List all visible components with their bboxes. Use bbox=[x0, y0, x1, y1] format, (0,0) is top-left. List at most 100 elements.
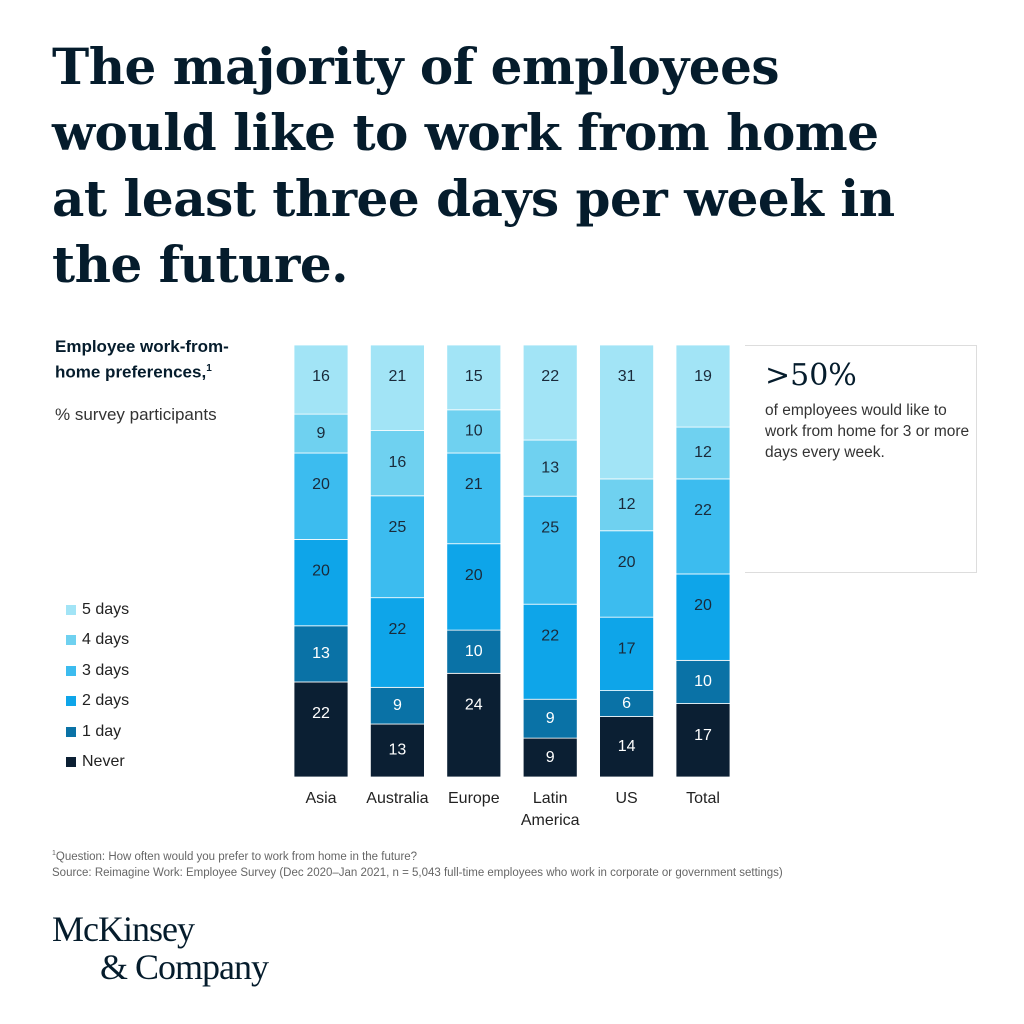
bar-segment bbox=[446, 672, 502, 778]
legend-swatch bbox=[66, 696, 76, 707]
value-label: 10 bbox=[465, 643, 483, 660]
bar-segment bbox=[522, 439, 578, 497]
value-label: 9 bbox=[393, 697, 402, 714]
value-label: 20 bbox=[465, 567, 483, 584]
logo: & Company bbox=[100, 947, 269, 987]
chart-title: The majority of employees would like to … bbox=[52, 37, 895, 294]
value-label: 24 bbox=[465, 697, 483, 714]
bar-segment bbox=[446, 629, 502, 674]
bar-segment bbox=[293, 539, 349, 627]
value-label: 20 bbox=[312, 476, 330, 493]
legend-swatch bbox=[66, 605, 76, 615]
bar-segment bbox=[675, 478, 731, 575]
callout-box bbox=[745, 345, 977, 573]
bar-segment bbox=[522, 603, 578, 700]
legend-label: 4 days bbox=[82, 631, 130, 649]
legend-label: 3 days bbox=[82, 661, 130, 679]
value-label: 31 bbox=[618, 368, 636, 385]
value-label: 16 bbox=[312, 368, 330, 385]
bar-segment bbox=[599, 530, 654, 618]
bar-segment bbox=[675, 426, 731, 480]
value-label: 22 bbox=[694, 502, 712, 519]
footnote-text: Question: How often would you prefer to … bbox=[55, 850, 418, 863]
legend-item: 2 days bbox=[66, 692, 129, 710]
source: Source: Reimagine Work: Employee Survey … bbox=[52, 867, 783, 879]
bar-segment bbox=[599, 344, 654, 480]
bar-segment bbox=[369, 723, 425, 778]
bar-segment bbox=[293, 413, 349, 454]
value-label: 21 bbox=[465, 476, 483, 493]
value-label: 13 bbox=[312, 645, 330, 662]
legend-item: 5 days bbox=[66, 601, 129, 619]
x-tick-label: Latin America bbox=[520, 790, 580, 829]
legend-label: 5 days bbox=[82, 601, 130, 618]
value-label: 13 bbox=[541, 459, 559, 476]
logo: McKinsey bbox=[52, 909, 195, 949]
bar-segment bbox=[293, 452, 349, 540]
value-label: 25 bbox=[541, 519, 559, 536]
value-label: 25 bbox=[389, 519, 407, 536]
value-label: 22 bbox=[389, 621, 407, 638]
x-tick-label: Europe bbox=[448, 790, 500, 807]
legend-label: 1 day bbox=[82, 722, 122, 740]
legend-item: 3 days bbox=[66, 662, 129, 680]
x-tick-label: Total bbox=[686, 790, 720, 807]
footnote: 1Question: How often would you prefer to… bbox=[52, 850, 417, 863]
bar-segment bbox=[446, 452, 502, 545]
legend-swatch bbox=[66, 757, 76, 767]
value-label: 20 bbox=[694, 597, 712, 614]
bar-segment bbox=[675, 344, 731, 428]
legend-swatch bbox=[66, 635, 76, 646]
bar-segment bbox=[446, 409, 502, 454]
legend-item: Never bbox=[66, 753, 125, 771]
legend-swatch bbox=[66, 726, 76, 737]
bar-segment bbox=[293, 681, 349, 778]
footnote-mark: 1 bbox=[206, 363, 212, 374]
bar-segment bbox=[675, 573, 731, 661]
bar-segment bbox=[369, 597, 425, 688]
bar-segment bbox=[293, 625, 349, 683]
subtitle: % survey participants bbox=[55, 405, 217, 424]
value-label: 9 bbox=[546, 710, 555, 727]
legend-title-text: Employee work-from-home preferences, bbox=[55, 337, 229, 382]
value-label: 20 bbox=[312, 563, 330, 580]
legend-label: Never bbox=[82, 753, 125, 770]
value-label: 12 bbox=[694, 444, 712, 461]
value-label: 15 bbox=[465, 368, 483, 385]
legend-item: 4 days bbox=[66, 631, 129, 649]
bar-segment bbox=[522, 698, 578, 739]
x-tick-label: US bbox=[615, 790, 638, 807]
bar-segment bbox=[369, 344, 425, 431]
bar-segment bbox=[675, 659, 731, 704]
legend-label: 2 days bbox=[82, 692, 130, 710]
bar-segment bbox=[599, 716, 654, 778]
value-label: 17 bbox=[618, 640, 636, 657]
bar-segment bbox=[522, 344, 578, 441]
bar-segment bbox=[369, 686, 425, 725]
value-label: 9 bbox=[317, 425, 326, 442]
value-label: 22 bbox=[541, 627, 559, 644]
value-label: 10 bbox=[465, 423, 483, 440]
bar-segment bbox=[446, 344, 502, 411]
legend-swatch bbox=[66, 665, 76, 676]
footnote-mark: 1 bbox=[52, 850, 56, 857]
callout-headline: >50% bbox=[765, 358, 857, 393]
bar-segment bbox=[522, 495, 578, 605]
bar-segment bbox=[675, 703, 731, 778]
bar-segment bbox=[599, 616, 654, 691]
value-label: 22 bbox=[541, 368, 559, 385]
value-label: 20 bbox=[618, 554, 636, 571]
value-label: 19 bbox=[694, 368, 712, 385]
callout-text: of employees would like to work from hom… bbox=[765, 402, 970, 461]
value-label: 6 bbox=[622, 695, 631, 712]
bar-segment bbox=[293, 344, 349, 415]
x-tick-label: Asia bbox=[305, 790, 337, 807]
value-label: 16 bbox=[389, 454, 407, 471]
value-label: 13 bbox=[389, 742, 407, 759]
value-label: 9 bbox=[546, 749, 555, 766]
value-label: 12 bbox=[618, 496, 636, 513]
bar-segment bbox=[599, 478, 654, 532]
value-label: 21 bbox=[389, 368, 407, 385]
